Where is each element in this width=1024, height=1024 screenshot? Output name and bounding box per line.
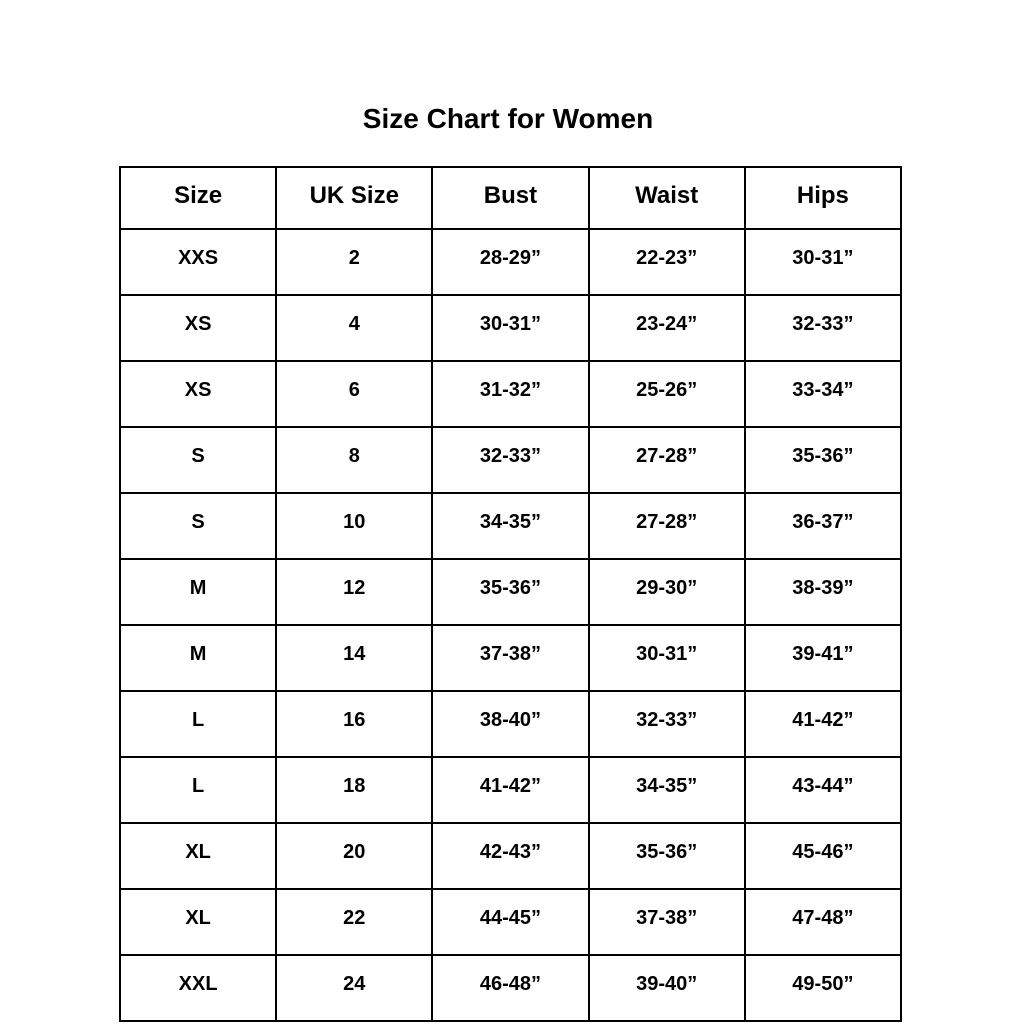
uk-size-cell: 10	[275, 492, 434, 560]
uk-size-cell: 8	[275, 426, 434, 494]
size-cell: XS	[118, 294, 278, 362]
table-row: S 10 34-35” 27-28” 36-37”	[118, 492, 903, 560]
bust-cell: 42-43”	[431, 822, 590, 890]
hips-cell: 30-31”	[743, 228, 903, 296]
uk-size-cell: 6	[275, 360, 434, 428]
table-row: XXS 2 28-29” 22-23” 30-31”	[118, 228, 903, 296]
size-cell: M	[118, 624, 278, 692]
waist-cell: 34-35”	[587, 756, 746, 824]
bust-cell: 35-36”	[431, 558, 590, 626]
table-row: XXL 24 46-48” 39-40” 49-50”	[118, 954, 903, 1022]
hips-cell: 39-41”	[743, 624, 903, 692]
bust-cell: 46-48”	[431, 954, 590, 1022]
uk-size-cell: 16	[275, 690, 434, 758]
waist-cell: 29-30”	[587, 558, 746, 626]
size-cell: XS	[118, 360, 278, 428]
size-cell: XXL	[118, 954, 278, 1022]
size-cell: XL	[118, 822, 278, 890]
hips-cell: 33-34”	[743, 360, 903, 428]
hips-cell: 41-42”	[743, 690, 903, 758]
hips-cell: 43-44”	[743, 756, 903, 824]
size-cell: XL	[118, 888, 278, 956]
header-hips: Hips	[743, 166, 903, 230]
waist-cell: 23-24”	[587, 294, 746, 362]
waist-cell: 30-31”	[587, 624, 746, 692]
page-title: Size Chart for Women	[362, 103, 654, 134]
hips-cell: 47-48”	[743, 888, 903, 956]
size-chart-table: Size UK Size Bust Waist Hips XXS 2 28-29” 2…	[118, 166, 903, 1022]
waist-cell: 25-26”	[587, 360, 746, 428]
size-cell: S	[118, 492, 278, 560]
table-header: Size UK Size Bust Waist Hips	[118, 166, 903, 230]
uk-size-cell: 20	[275, 822, 434, 890]
hips-cell: 45-46”	[743, 822, 903, 890]
table-row: M 12 35-36” 29-30” 38-39”	[118, 558, 903, 626]
table-row: XS 6 31-32” 25-26” 33-34”	[118, 360, 903, 428]
bust-cell: 38-40”	[431, 690, 590, 758]
table-row: M 14 37-38” 30-31” 39-41”	[118, 624, 903, 692]
size-cell: S	[118, 426, 278, 494]
bust-cell: 37-38”	[431, 624, 590, 692]
uk-size-cell: 18	[275, 756, 434, 824]
waist-cell: 22-23”	[587, 228, 746, 296]
table-row: XL 22 44-45” 37-38” 47-48”	[118, 888, 903, 956]
bust-cell: 41-42”	[431, 756, 590, 824]
hips-cell: 32-33”	[743, 294, 903, 362]
bust-cell: 32-33”	[431, 426, 590, 494]
uk-size-cell: 2	[275, 228, 434, 296]
waist-cell: 27-28”	[587, 492, 746, 560]
uk-size-cell: 12	[275, 558, 434, 626]
header-bust: Bust	[431, 166, 590, 230]
header-uk-size: UK Size	[275, 166, 434, 230]
size-cell: L	[118, 690, 278, 758]
hips-cell: 38-39”	[743, 558, 903, 626]
waist-cell: 39-40”	[587, 954, 746, 1022]
uk-size-cell: 4	[275, 294, 434, 362]
uk-size-cell: 24	[275, 954, 434, 1022]
waist-cell: 37-38”	[587, 888, 746, 956]
hips-cell: 35-36”	[743, 426, 903, 494]
size-cell: M	[118, 558, 278, 626]
waist-cell: 27-28”	[587, 426, 746, 494]
size-cell: XXS	[118, 228, 278, 296]
waist-cell: 35-36”	[587, 822, 746, 890]
hips-cell: 36-37”	[743, 492, 903, 560]
header-waist: Waist	[587, 166, 746, 230]
bust-cell: 34-35”	[431, 492, 590, 560]
uk-size-cell: 22	[275, 888, 434, 956]
bust-cell: 44-45”	[431, 888, 590, 956]
waist-cell: 32-33”	[587, 690, 746, 758]
table-row: L 16 38-40” 32-33” 41-42”	[118, 690, 903, 758]
header-size: Size	[118, 166, 278, 230]
bust-cell: 31-32”	[431, 360, 590, 428]
hips-cell: 49-50”	[743, 954, 903, 1022]
bust-cell: 28-29”	[431, 228, 590, 296]
table-row: L 18 41-42” 34-35” 43-44”	[118, 756, 903, 824]
table-row: S 8 32-33” 27-28” 35-36”	[118, 426, 903, 494]
table-row: XL 20 42-43” 35-36” 45-46”	[118, 822, 903, 890]
table-row: XS 4 30-31” 23-24” 32-33”	[118, 294, 903, 362]
uk-size-cell: 14	[275, 624, 434, 692]
bust-cell: 30-31”	[431, 294, 590, 362]
table-body: XXS 2 28-29” 22-23” 30-31” XS 4 30-31” 23-24” 32-…	[118, 228, 903, 1022]
size-cell: L	[118, 756, 278, 824]
header-row: Size UK Size Bust Waist Hips	[118, 166, 903, 230]
